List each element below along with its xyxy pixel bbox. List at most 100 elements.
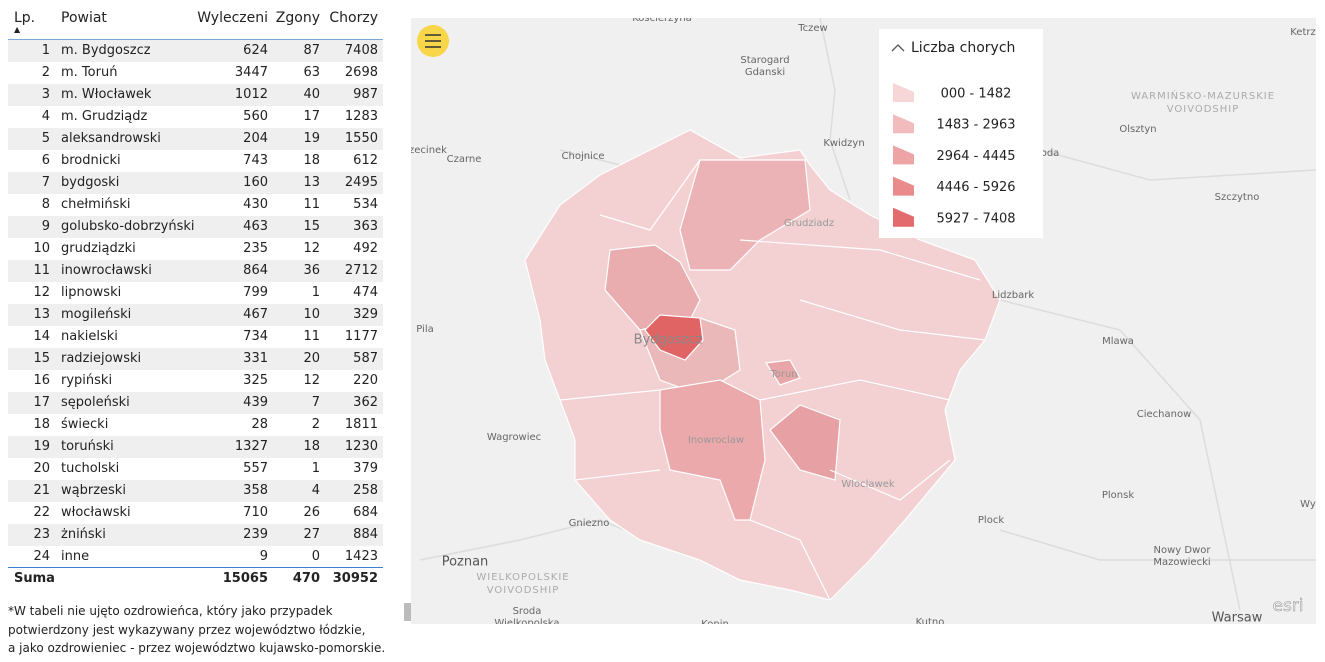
table-cell: 710: [243, 505, 268, 520]
table-cell: inne: [61, 549, 90, 564]
table-cell: 1177: [344, 329, 378, 344]
table-cell: 987: [353, 87, 378, 102]
map-label: Wy: [1300, 499, 1316, 510]
table-row: 8 chełmiński 430 11 534: [8, 194, 383, 216]
legend-title: Liczba chorych: [911, 40, 1015, 56]
table-cell: 358: [243, 483, 268, 498]
table-cell: 2: [41, 65, 50, 80]
table-cell: mogileński: [61, 307, 132, 322]
table-cell: 1811: [344, 417, 378, 432]
map-label: Plock: [978, 515, 1004, 526]
scroll-handle[interactable]: [404, 603, 412, 621]
table-cell: 1423: [344, 549, 378, 564]
map-label: Ketrz: [1290, 27, 1316, 38]
table-row: 24 inne 9 0 1423: [8, 546, 383, 568]
map-label: VOIVODSHIP: [487, 585, 560, 596]
table-cell: 492: [353, 241, 378, 256]
table-cell: 3447: [234, 65, 268, 80]
table-cell: Suma: [14, 571, 55, 586]
sort-icon[interactable]: ▲: [14, 25, 21, 34]
table-cell: grudziądzki: [61, 241, 136, 256]
table-row: 9 golubsko-dobrzyński 463 15 363: [8, 216, 383, 238]
table-cell: 884: [353, 527, 378, 542]
table-cell: 11: [303, 197, 320, 212]
table-cell: 331: [243, 351, 268, 366]
table-cell: 2495: [344, 175, 378, 190]
table-cell: m. Toruń: [61, 65, 118, 80]
table-cell: 1327: [234, 439, 268, 454]
map-label: Torun: [769, 369, 797, 380]
table-row: 13 mogileński 467 10 329: [8, 304, 383, 326]
table-cell: 1: [311, 285, 320, 300]
table-cell: 24: [33, 549, 50, 564]
table-row: 22 włocławski 710 26 684: [8, 502, 383, 524]
map-label: WARMIŃSKO-MAZURSKIE: [1131, 89, 1275, 102]
table-cell: 557: [243, 461, 268, 476]
table-cell: 5: [41, 131, 50, 146]
table-cell: 329: [353, 307, 378, 322]
table-cell: 235: [243, 241, 268, 256]
map-label: oda: [1041, 148, 1060, 159]
table-cell: 87: [303, 43, 320, 58]
map-label: Poznan: [442, 555, 489, 570]
table-cell: 734: [243, 329, 268, 344]
map-label: Inowroclaw: [688, 435, 744, 446]
table-row: 2 m. Toruń 3447 63 2698: [8, 62, 383, 84]
table-row: 17 sępoleński 439 7 362: [8, 392, 383, 414]
legend-label: 000 - 1482: [941, 87, 1012, 102]
map-label: Sroda: [513, 606, 542, 617]
collapse-icon[interactable]: [891, 44, 905, 52]
table-cell: 379: [353, 461, 378, 476]
table-row: 19 toruński 1327 18 1230: [8, 436, 383, 458]
note-line: *W tabeli nie ujęto ozdrowieńca, który j…: [8, 604, 333, 618]
table-cell: 30952: [332, 571, 378, 586]
table-cell: 474: [353, 285, 378, 300]
legend-swatch: [893, 145, 914, 165]
table-cell: 1012: [234, 87, 268, 102]
table-cell: 18: [33, 417, 50, 432]
table-cell: 6: [41, 153, 50, 168]
table-cell: 612: [353, 153, 378, 168]
table-cell: 560: [243, 109, 268, 124]
table-cell: 0: [311, 549, 320, 564]
table-cell: 21: [33, 483, 50, 498]
table-row: 4 m. Grudziądz 560 17 1283: [8, 106, 383, 128]
table-cell: 1230: [344, 439, 378, 454]
table-cell: 16: [33, 373, 50, 388]
table-cell: 624: [243, 43, 268, 58]
map-label: Kutno: [916, 617, 945, 628]
table-cell: 19: [303, 131, 320, 146]
table-cell: 258: [353, 483, 378, 498]
map-label: Pila: [416, 324, 434, 335]
map-label: Tczew: [797, 23, 828, 34]
table-cell: 2712: [344, 263, 378, 278]
table-cell: 10: [33, 241, 50, 256]
table-cell: toruński: [61, 439, 114, 454]
table-cell: golubsko-dobrzyński: [61, 219, 195, 234]
table-cell: 26: [303, 505, 320, 520]
map-label: zecinek: [409, 145, 447, 156]
map-label: Czarne: [447, 154, 482, 165]
table-cell: 463: [243, 219, 268, 234]
table-cell: 10: [303, 307, 320, 322]
table-cell: 15: [303, 219, 320, 234]
map-label: Plonsk: [1102, 490, 1134, 501]
table-total: Suma 15065 470 30952: [8, 567, 383, 590]
table-cell: bydgoski: [61, 175, 120, 190]
table-cell: włocławski: [61, 505, 131, 520]
table-cell: 467: [243, 307, 268, 322]
table-cell: 2698: [344, 65, 378, 80]
table-cell: 743: [243, 153, 268, 168]
table-cell: m. Włocławek: [61, 87, 152, 102]
table-cell: 204: [243, 131, 268, 146]
table-cell: m. Bydgoszcz: [61, 43, 151, 58]
table-row: 15 radziejowski 331 20 587: [8, 348, 383, 370]
table-row: 3 m. Włocławek 1012 40 987: [8, 84, 383, 106]
map-label: Kwidzyn: [823, 138, 864, 149]
table-cell: 7408: [344, 43, 378, 58]
table-cell: 15065: [222, 571, 268, 586]
table-cell: 9: [41, 219, 50, 234]
table-cell: tucholski: [61, 461, 120, 476]
menu-icon: [425, 34, 441, 48]
